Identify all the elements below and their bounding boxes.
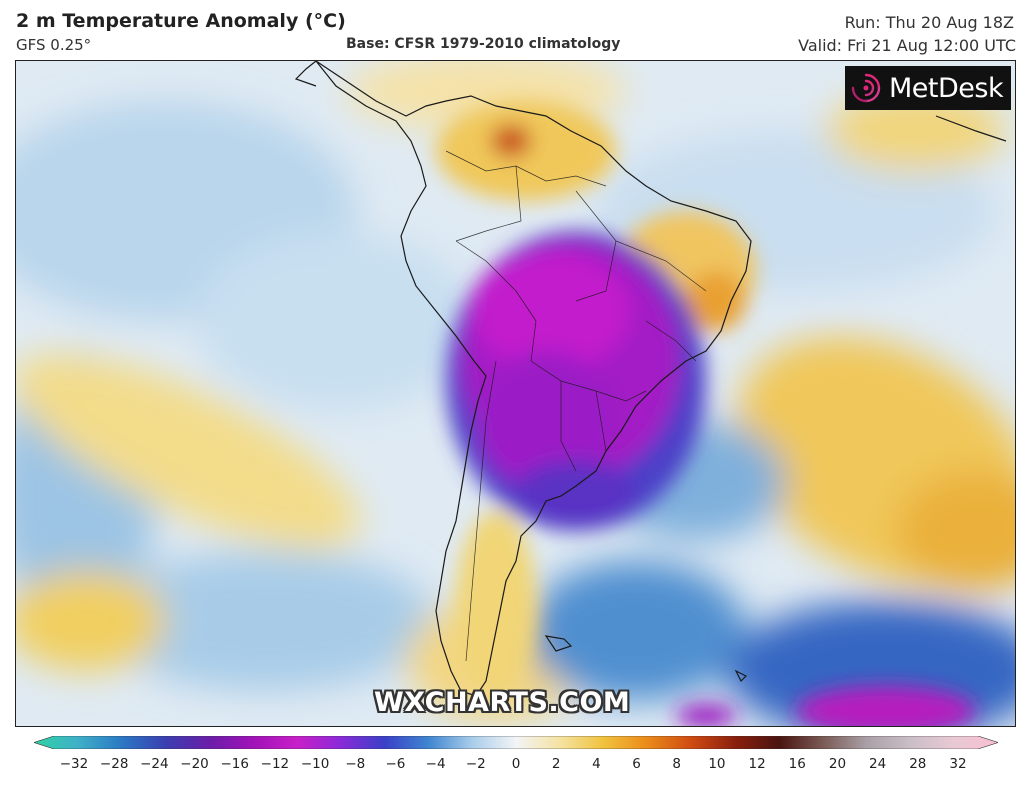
color-scale-tick-label: 12 [748, 756, 766, 772]
cold-anomaly-core [436, 101, 976, 726]
color-scale-tick-label: −2 [465, 756, 486, 772]
color-scale-ticks: −32 −28 −24 −20 −16 −12 −10 −8 −6 −4 −2 0 2 4 6 8 10 12 16… [0, 752, 1024, 776]
anomaly-map-canvas [16, 61, 1015, 726]
wxcharts-watermark: WXCHARTS.COM [374, 687, 631, 718]
anomaly-map[interactable]: MetDesk WXCHARTS.COM [15, 60, 1016, 727]
metdesk-logo: MetDesk [845, 66, 1011, 110]
color-scale-tick-label: 24 [869, 756, 887, 772]
color-scale-tick-label: 6 [632, 756, 641, 772]
metdesk-spiral-icon [851, 73, 881, 103]
color-scale-tick-label: 28 [909, 756, 927, 772]
color-scale-tick-label: −6 [385, 756, 406, 772]
color-scale-tick-label: 20 [828, 756, 847, 772]
color-scale-tick-label: −4 [425, 756, 446, 772]
country-borders [445, 150, 707, 662]
logo-text: MetDesk [889, 72, 1004, 104]
color-scale-tick-label: 8 [672, 756, 682, 772]
color-scale-tick-label: −32 [59, 756, 89, 772]
color-scale-tick-label: 32 [949, 756, 967, 772]
color-scale-tick-label: −10 [300, 756, 330, 772]
valid-time-label: Valid: Fri 21 Aug 12:00 UTC [798, 36, 1016, 55]
color-scale-tick-label: 10 [708, 756, 726, 772]
color-scale-tick-label: 0 [511, 756, 521, 772]
map-title: 2 m Temperature Anomaly (°C) [16, 10, 346, 32]
color-scale-tick-label: 16 [788, 756, 806, 772]
run-time-label: Run: Thu 20 Aug 18Z [844, 13, 1014, 32]
model-label: GFS 0.25° [16, 36, 92, 54]
color-scale-tick-label: −28 [99, 756, 129, 772]
color-scale-bar [34, 736, 998, 749]
color-scale-body [34, 736, 998, 749]
color-scale-tick-label: −20 [180, 756, 209, 772]
color-scale-tick-label: −24 [140, 756, 169, 772]
color-scale-tick-label: 2 [551, 756, 561, 772]
coastlines [294, 61, 1007, 697]
color-scale-tick-label: −12 [260, 756, 290, 772]
climatology-base-label: Base: CFSR 1979-2010 climatology [346, 36, 621, 52]
anomaly-field [16, 61, 1015, 726]
color-scale-tick-label: −8 [345, 756, 366, 772]
color-scale-tick-label: 4 [592, 756, 601, 772]
color-scale-tick-label: −16 [220, 756, 249, 772]
